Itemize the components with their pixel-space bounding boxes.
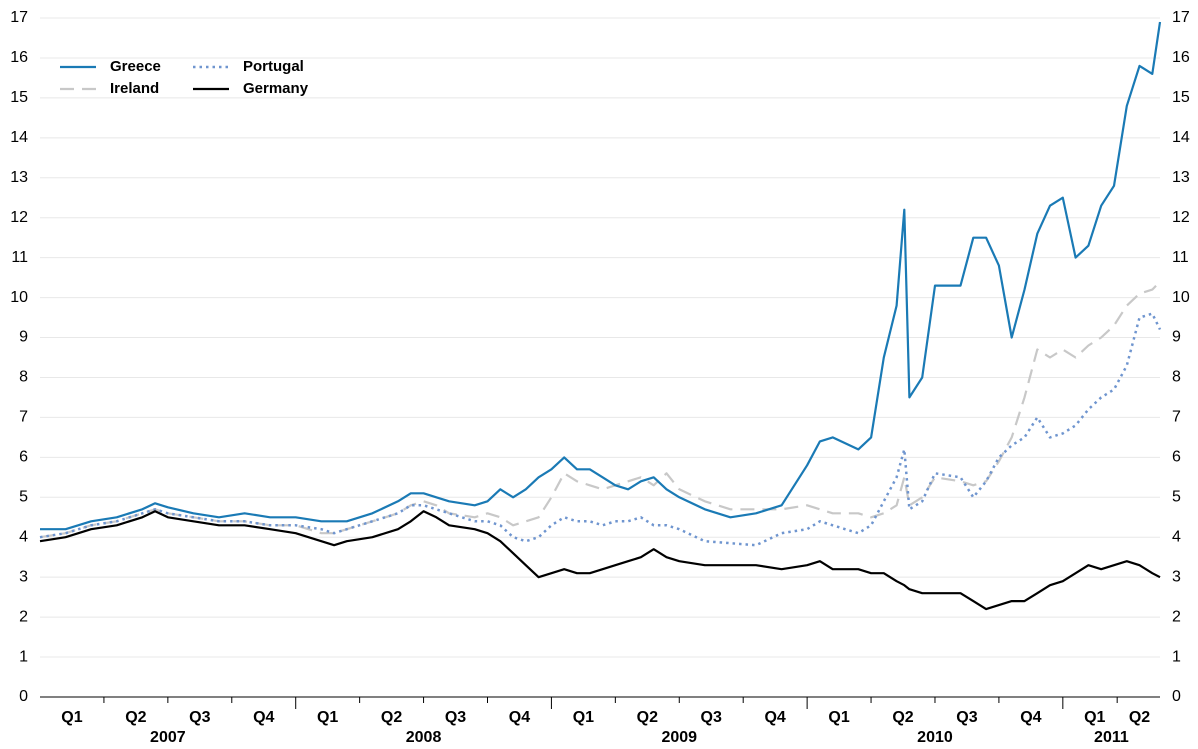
legend-label: Germany bbox=[243, 80, 309, 97]
y-tick-label: 11 bbox=[11, 249, 28, 266]
x-tick-label: Q3 bbox=[445, 709, 466, 726]
x-tick-label: Q4 bbox=[253, 709, 274, 726]
year-label: 2009 bbox=[661, 729, 697, 746]
y-tick-label: 8 bbox=[19, 369, 28, 386]
series-line bbox=[39, 510, 1161, 611]
y-tick-label: 9 bbox=[19, 329, 28, 346]
y2-tick-label: 15 bbox=[1172, 89, 1190, 106]
legend-label: Greece bbox=[110, 58, 161, 75]
lines bbox=[39, 21, 1162, 611]
x-tick-label: Q2 bbox=[381, 709, 402, 726]
x-tick-label: Q2 bbox=[892, 709, 913, 726]
y-tick-label: 10 bbox=[10, 289, 28, 306]
y-tick-label: 16 bbox=[10, 49, 28, 66]
series-line bbox=[39, 280, 1161, 539]
x-tick-label: Q1 bbox=[61, 709, 82, 726]
x-tick-label: Q4 bbox=[1020, 709, 1041, 726]
year-label: 2007 bbox=[150, 729, 186, 746]
y-tick-label: 1 bbox=[19, 648, 28, 665]
legend: Greece Ireland Portugal Germany bbox=[60, 58, 309, 97]
y2-tick-label: 16 bbox=[1172, 49, 1190, 66]
y-tick-label: 0 bbox=[19, 688, 28, 705]
y-tick-label: 3 bbox=[19, 568, 28, 585]
x-tick-label: Q3 bbox=[956, 709, 977, 726]
y-tick-label: 7 bbox=[19, 409, 28, 426]
y2-tick-label: 2 bbox=[1172, 608, 1181, 625]
x-tick-label: Q1 bbox=[573, 709, 594, 726]
y2-tick-label: 7 bbox=[1172, 409, 1181, 426]
y-tick-label: 6 bbox=[19, 449, 28, 466]
x-tick-label: Q2 bbox=[125, 709, 146, 726]
y2-tick-label: 8 bbox=[1172, 369, 1181, 386]
y-tick-label: 4 bbox=[19, 528, 28, 545]
y2-tick-label: 4 bbox=[1172, 528, 1181, 545]
x-tick-label: Q4 bbox=[764, 709, 785, 726]
y2-tick-label: 10 bbox=[1172, 289, 1190, 306]
y-tick-label: 15 bbox=[10, 89, 28, 106]
x-tick-label: Q1 bbox=[317, 709, 338, 726]
x-tick-label: Q3 bbox=[701, 709, 722, 726]
x-tick-label: Q1 bbox=[1084, 709, 1105, 726]
x-tick-label: Q4 bbox=[509, 709, 530, 726]
y2-tick-label: 3 bbox=[1172, 568, 1181, 585]
y2-tick-label: 12 bbox=[1172, 209, 1190, 226]
y2-tick-label: 6 bbox=[1172, 449, 1181, 466]
y2-tick-label: 0 bbox=[1172, 688, 1181, 705]
y-tick-label: 5 bbox=[19, 489, 28, 506]
y2-tick-label: 17 bbox=[1172, 9, 1190, 26]
x-tick-label: Q2 bbox=[1129, 709, 1150, 726]
x-tick-label: Q3 bbox=[189, 709, 210, 726]
series-line bbox=[40, 21, 1162, 531]
legend-label: Ireland bbox=[110, 80, 159, 97]
y-tick-label: 17 bbox=[10, 9, 28, 26]
y2-tick-label: 5 bbox=[1172, 489, 1181, 506]
legend-label: Portugal bbox=[243, 58, 304, 75]
y-tick-label: 2 bbox=[19, 608, 28, 625]
y-tick-label: 12 bbox=[10, 209, 28, 226]
year-label: 2010 bbox=[917, 729, 953, 746]
x-tick-label: Q1 bbox=[828, 709, 849, 726]
year-label: 2008 bbox=[406, 729, 442, 746]
y2-tick-label: 13 bbox=[1172, 169, 1190, 186]
series-line bbox=[39, 312, 1162, 547]
y2-tick-label: 11 bbox=[1172, 249, 1189, 266]
x-tick-label: Q2 bbox=[637, 709, 658, 726]
y2-tick-label: 14 bbox=[1172, 129, 1190, 146]
y2-tick-label: 9 bbox=[1172, 329, 1181, 346]
y2-tick-label: 1 bbox=[1172, 648, 1181, 665]
year-label: 2011 bbox=[1094, 729, 1129, 746]
y-tick-label: 14 bbox=[10, 129, 28, 146]
y-tick-label: 13 bbox=[10, 169, 28, 186]
